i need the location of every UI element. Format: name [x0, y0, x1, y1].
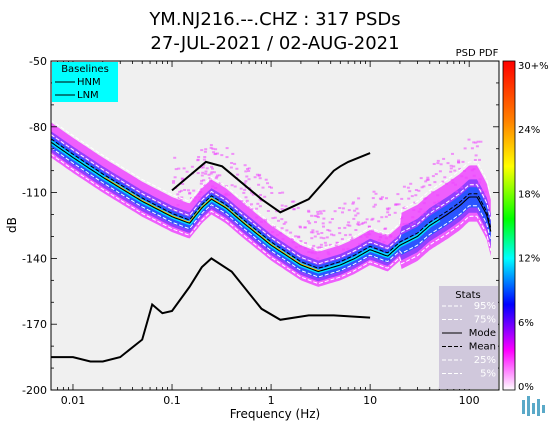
- y-tick-label: -50: [29, 55, 47, 68]
- hnm-baseline-line: [171, 152, 371, 214]
- colorbar-tick-label: 12%: [518, 254, 540, 265]
- colorbar-tick-label: 6%: [518, 318, 534, 329]
- x-axis: 0.01 0.1 1 10 100: [50, 61, 500, 407]
- baselines-legend-title: Baselines: [61, 64, 109, 75]
- x-axis-label: Frequency (Hz): [230, 407, 321, 421]
- colorbar-ticks: 30+% 24% 18% 12% 6% 0%: [518, 61, 549, 393]
- pdf-band-inner: [51, 136, 491, 279]
- colorbar-title: PSD PDF: [456, 48, 499, 59]
- y-tick-label: -110: [22, 187, 47, 200]
- chart-title-line1: YM.NJ216.--.CHZ : 317 PSDs: [148, 9, 400, 30]
- colorbar-tick-label: 24%: [518, 125, 540, 136]
- stat-line-mean: [51, 138, 492, 269]
- chart-title-line2: 27-JUL-2021 / 02-AUG-2021: [150, 33, 399, 54]
- stat-line-25: [51, 147, 492, 278]
- stats-legend-item: Mode: [469, 328, 496, 339]
- y-axis: -50 -80 -110 -140 -170 -200: [22, 55, 499, 397]
- x-tick-label: 0.01: [61, 394, 86, 407]
- y-axis-label: dB: [5, 217, 19, 233]
- x-tick-label: 10: [363, 394, 377, 407]
- stat-line-75: [51, 134, 492, 265]
- y-tick-label: -140: [22, 252, 47, 265]
- baselines-legend: Baselines HNM LNM: [52, 62, 118, 102]
- stats-legend-item: 5%: [480, 369, 496, 380]
- pdf-scatter: [172, 138, 487, 260]
- colorbar-tick-label: 18%: [518, 189, 540, 200]
- stat-line-95: [51, 119, 492, 251]
- y-tick-label: -170: [22, 318, 47, 331]
- stats-legend-item: 25%: [474, 355, 496, 366]
- x-tick-label: 100: [459, 394, 480, 407]
- waveform-logo-icon: [522, 396, 545, 416]
- stats-legend-title: Stats: [455, 290, 481, 301]
- colorbar-tick-label: 0%: [518, 382, 534, 393]
- x-tick-label: 1: [268, 394, 275, 407]
- y-tick-label: -200: [22, 384, 47, 397]
- stats-legend: Stats 95% 75% Mode Mean 25% 5%: [439, 286, 498, 389]
- plot-frame: [50, 60, 500, 391]
- lnm-baseline-line: [51, 257, 371, 363]
- stats-legend-item: 95%: [474, 301, 496, 312]
- colorbar: [502, 60, 516, 391]
- legend-item-hnm: HNM: [77, 77, 101, 88]
- stat-line-mode: [51, 141, 492, 273]
- pdf-band-mid: [51, 131, 491, 282]
- stats-legend-item: Mean: [469, 342, 496, 353]
- colorbar-tick-label: 30+%: [518, 61, 549, 72]
- legend-item-lnm: LNM: [77, 90, 99, 101]
- stat-line-5: [51, 153, 492, 285]
- stats-legend-item: 75%: [474, 315, 496, 326]
- x-tick-label: 0.1: [163, 394, 181, 407]
- y-tick-label: -80: [29, 121, 47, 134]
